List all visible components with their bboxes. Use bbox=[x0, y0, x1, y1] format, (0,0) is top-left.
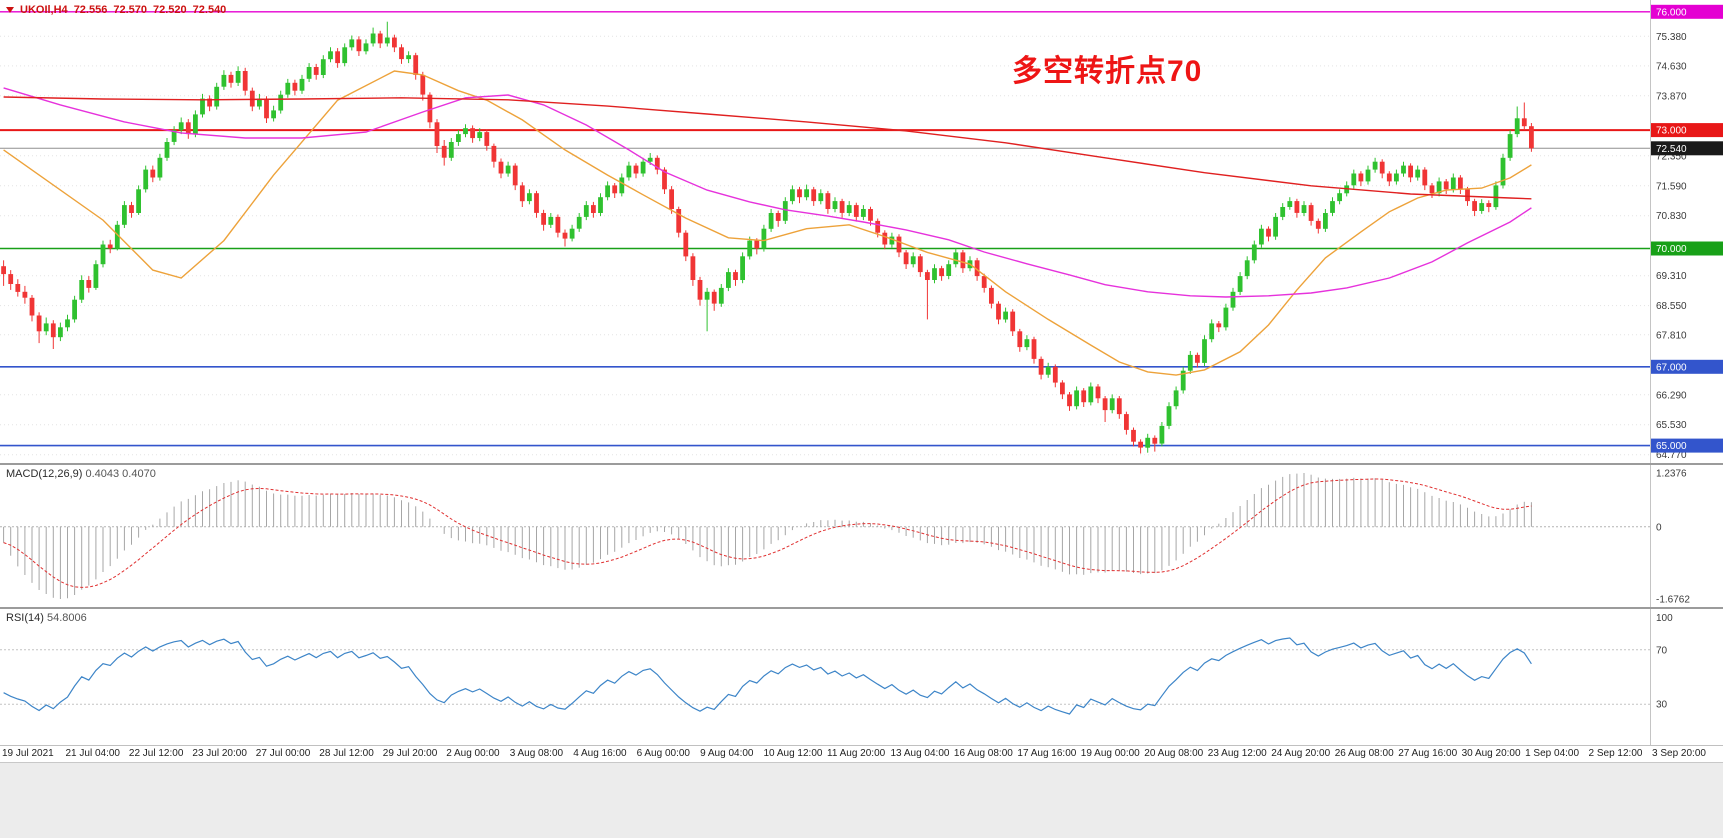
time-label: 3 Aug 08:00 bbox=[509, 748, 564, 759]
time-label: 27 Aug 16:00 bbox=[1398, 748, 1458, 759]
time-label: 24 Aug 20:00 bbox=[1271, 748, 1331, 759]
rsi-canvas[interactable]: 100 70 30 bbox=[0, 609, 1723, 745]
time-label: 27 Jul 00:00 bbox=[255, 748, 311, 759]
svg-text:1.2376: 1.2376 bbox=[1656, 469, 1687, 480]
time-label: 16 Aug 08:00 bbox=[953, 748, 1013, 759]
svg-text:67.810: 67.810 bbox=[1656, 330, 1687, 341]
svg-text:-1.6762: -1.6762 bbox=[1656, 595, 1690, 606]
time-label: 19 Jul 2021 bbox=[2, 748, 54, 759]
time-label: 20 Aug 08:00 bbox=[1144, 748, 1204, 759]
price-chart-panel[interactable]: 75.380 74.630 73.870 72.350 71.590 70.830 69.3… bbox=[0, 0, 1723, 463]
svg-text:75.380: 75.380 bbox=[1656, 32, 1687, 43]
panel-separator[interactable] bbox=[0, 607, 1723, 609]
svg-text:66.290: 66.290 bbox=[1656, 390, 1687, 401]
panel-separator[interactable] bbox=[0, 463, 1723, 465]
time-label: 26 Aug 08:00 bbox=[1334, 748, 1394, 759]
time-label: 11 Aug 20:00 bbox=[827, 748, 886, 759]
footer-strip bbox=[0, 762, 1723, 838]
ohlc-low: 72.520 bbox=[153, 4, 187, 16]
time-label: 13 Aug 04:00 bbox=[890, 748, 950, 759]
svg-text:70.000: 70.000 bbox=[1656, 244, 1687, 255]
macd-signal-line bbox=[3, 478, 1532, 588]
ohlc-close: 72.540 bbox=[192, 4, 227, 16]
time-label: 21 Jul 04:00 bbox=[65, 748, 121, 759]
rsi-line bbox=[3, 637, 1532, 715]
symbol-name: UKOIl,H4 bbox=[20, 4, 68, 16]
ma-medium-magenta[interactable] bbox=[3, 87, 1532, 298]
svg-text:30: 30 bbox=[1656, 700, 1668, 711]
svg-text:65.530: 65.530 bbox=[1656, 420, 1687, 431]
svg-text:67.000: 67.000 bbox=[1656, 362, 1687, 373]
ma-slow-red[interactable] bbox=[3, 96, 1532, 200]
time-label: 3 Sep 20:00 bbox=[1652, 748, 1706, 759]
macd-canvas[interactable]: 1.2376 0 -1.6762 bbox=[0, 465, 1723, 607]
ohlc-open: 72.556 bbox=[73, 4, 108, 16]
rsi-label: RSI(14) 54.8006 bbox=[6, 612, 87, 624]
ma-fast-orange[interactable] bbox=[3, 70, 1532, 376]
macd-name: MACD(12,26,9) bbox=[6, 468, 83, 480]
svg-text:68.550: 68.550 bbox=[1656, 301, 1687, 312]
svg-text:64.770: 64.770 bbox=[1656, 450, 1687, 461]
time-label: 28 Jul 12:00 bbox=[319, 748, 374, 759]
time-label: 10 Aug 12:00 bbox=[763, 748, 823, 759]
macd-values: 0.4043 0.4070 bbox=[85, 468, 156, 480]
price-chart-canvas[interactable]: 75.380 74.630 73.870 72.350 71.590 70.830 69.3… bbox=[0, 0, 1723, 463]
price-axis[interactable]: 75.380 74.630 73.870 72.350 71.590 70.830 69.3… bbox=[1651, 4, 1723, 461]
svg-text:74.630: 74.630 bbox=[1656, 61, 1687, 72]
time-label: 22 Jul 12:00 bbox=[128, 748, 184, 759]
ohlc-high: 72.570 bbox=[113, 4, 147, 16]
macd-histogram bbox=[3, 473, 1532, 599]
svg-text:76.000: 76.000 bbox=[1656, 7, 1687, 18]
candlesticks[interactable] bbox=[1, 21, 1534, 454]
macd-label: MACD(12,26,9) 0.4043 0.4070 bbox=[6, 468, 156, 480]
time-label: 6 Aug 00:00 bbox=[636, 748, 690, 759]
time-label: 30 Aug 20:00 bbox=[1461, 748, 1521, 759]
symbol-marker-icon bbox=[6, 7, 14, 13]
time-label: 1 Sep 04:00 bbox=[1525, 748, 1580, 759]
svg-text:73.870: 73.870 bbox=[1656, 91, 1687, 102]
svg-text:65.000: 65.000 bbox=[1656, 441, 1687, 452]
svg-text:73.000: 73.000 bbox=[1656, 126, 1687, 137]
time-label: 9 Aug 04:00 bbox=[700, 748, 754, 759]
chart-annotation: 多空转折点70 bbox=[1012, 55, 1203, 88]
time-label: 2 Sep 12:00 bbox=[1588, 748, 1643, 759]
svg-text:70: 70 bbox=[1656, 645, 1668, 656]
time-label: 4 Aug 16:00 bbox=[573, 748, 627, 759]
rsi-level-lines bbox=[0, 649, 1650, 705]
svg-text:70.830: 70.830 bbox=[1656, 211, 1687, 222]
svg-text:69.310: 69.310 bbox=[1656, 271, 1687, 282]
level-lines[interactable] bbox=[0, 11, 1650, 447]
time-label: 29 Jul 20:00 bbox=[382, 748, 438, 759]
time-axis[interactable]: 19 Jul 2021 21 Jul 04:00 22 Jul 12:00 23 Ju… bbox=[0, 746, 1723, 762]
time-label: 17 Aug 16:00 bbox=[1017, 748, 1077, 759]
macd-axis: 1.2376 0 -1.6762 bbox=[1656, 469, 1690, 606]
svg-text:0: 0 bbox=[1656, 522, 1662, 533]
svg-text:72.350: 72.350 bbox=[1656, 151, 1687, 162]
svg-text:72.540: 72.540 bbox=[1656, 144, 1687, 155]
svg-text:71.590: 71.590 bbox=[1656, 181, 1687, 192]
time-label: 23 Jul 20:00 bbox=[192, 748, 247, 759]
svg-text:100: 100 bbox=[1656, 613, 1673, 624]
rsi-panel[interactable]: 100 70 30 RSI(14) 54.8006 bbox=[0, 609, 1723, 745]
time-label: 19 Aug 00:00 bbox=[1080, 748, 1140, 759]
time-label: 23 Aug 12:00 bbox=[1207, 748, 1267, 759]
symbol-ohlc-info: UKOIl,H4 72.556 72.570 72.520 72.540 bbox=[6, 4, 226, 16]
time-label: 2 Aug 00:00 bbox=[446, 748, 500, 759]
panel-separator bbox=[0, 745, 1723, 746]
rsi-name: RSI(14) bbox=[6, 612, 44, 624]
macd-panel[interactable]: 1.2376 0 -1.6762 MACD(12,26,9) 0.4043 0.40… bbox=[0, 465, 1723, 607]
rsi-value: 54.8006 bbox=[46, 612, 87, 624]
rsi-axis: 100 70 30 bbox=[1656, 613, 1673, 711]
